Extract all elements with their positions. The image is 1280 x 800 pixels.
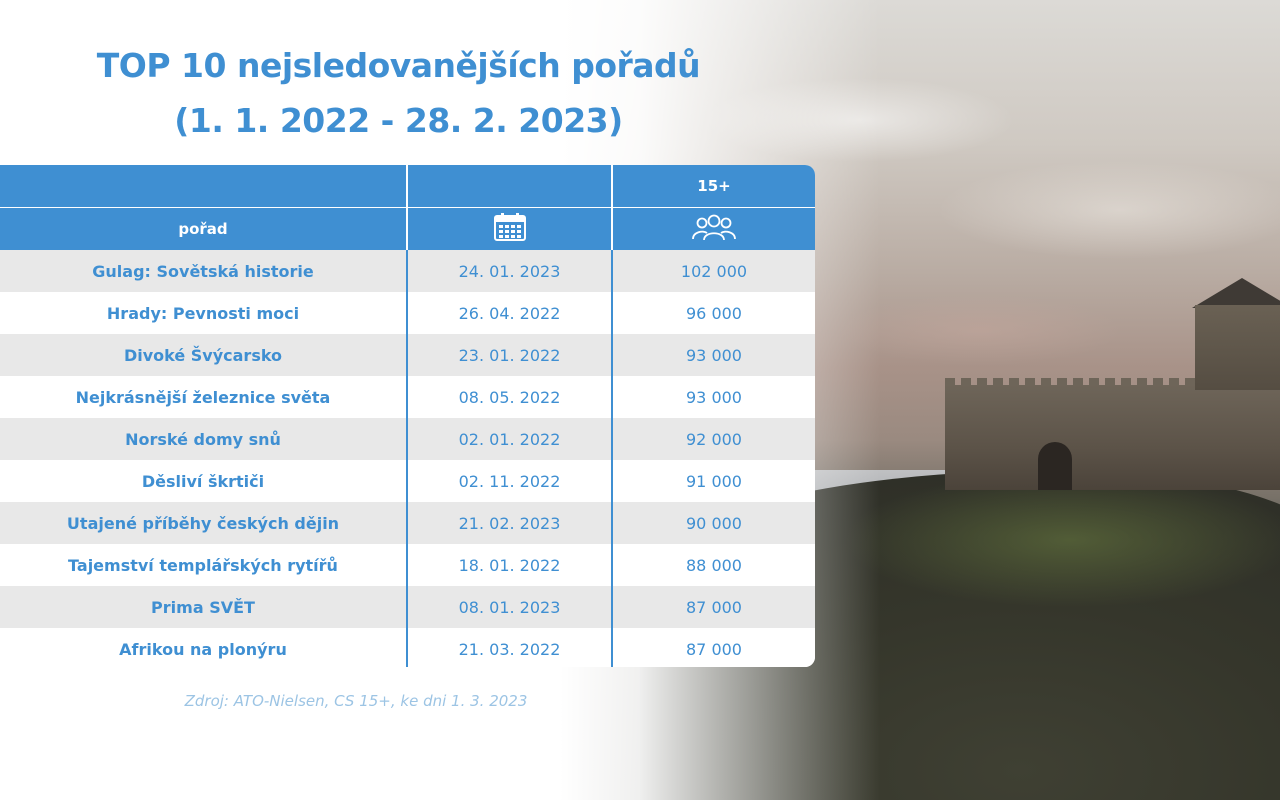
broadcast-date: 18. 01. 2022 xyxy=(408,544,613,586)
broadcast-date: 21. 03. 2022 xyxy=(408,628,613,667)
source-note: Zdroj: ATO-Nielsen, CS 15+, ke dni 1. 3.… xyxy=(184,692,528,710)
program-name: Tajemství templářských rytířů xyxy=(0,544,408,586)
broadcast-date: 02. 11. 2022 xyxy=(408,460,613,502)
table-row: Děsliví škrtiči 02. 11. 2022 91 000 xyxy=(0,460,815,502)
header-separator xyxy=(0,207,815,208)
viewers-value: 92 000 xyxy=(686,429,742,449)
program-name: Prima SVĚT xyxy=(0,586,408,628)
viewers-value: 93 000 xyxy=(686,387,742,407)
castle-tower xyxy=(1195,305,1280,390)
broadcast-date: 26. 04. 2022 xyxy=(408,292,613,334)
viewers-value: 90 000 xyxy=(686,513,742,533)
table-row: Utajené příběhy českých dějin 21. 02. 202… xyxy=(0,502,815,544)
table-row: Tajemství templářských rytířů 18. 01. 202… xyxy=(0,544,815,586)
program-name: Hrady: Pevnosti moci xyxy=(0,292,408,334)
program-name: Utajené příběhy českých dějin xyxy=(0,502,408,544)
program-name: Gulag: Sovětská historie xyxy=(0,250,408,292)
table-header-top: 15+ xyxy=(0,165,815,207)
table-row: Divoké Švýcarsko 23. 01. 2022 93 000 xyxy=(0,334,815,376)
people-icon xyxy=(689,212,739,246)
castle-battlement xyxy=(945,378,1280,388)
viewers-value: 91 000 xyxy=(686,471,742,491)
broadcast-date: 23. 01. 2022 xyxy=(408,334,613,376)
page-title: TOP 10 nejsledovanějších pořadů (1. 1. 2… xyxy=(0,38,797,148)
ratings-table: 15+ pořad xyxy=(0,165,815,667)
title-line-2: (1. 1. 2022 - 28. 2. 2023) xyxy=(174,101,623,140)
table-row: Prima SVĚT 08. 01. 2023 87 000 xyxy=(0,586,815,628)
viewers-value: 87 000 xyxy=(686,639,742,659)
table-header-bottom: pořad xyxy=(0,208,815,250)
header-audience-label: 15+ xyxy=(697,177,731,195)
table-body: Gulag: Sovětská historie 24. 01. 2023 102 … xyxy=(0,250,815,667)
castle-gate xyxy=(1038,442,1072,490)
calendar-icon xyxy=(493,212,527,246)
header-date xyxy=(408,208,613,250)
program-name: Afrikou na plonýru xyxy=(0,628,408,667)
header-top-col1 xyxy=(0,165,408,207)
program-name: Nejkrásnější železnice světa xyxy=(0,376,408,418)
castle-tower-roof xyxy=(1192,278,1280,308)
hill-grass xyxy=(810,480,1280,640)
program-name: Norské domy snů xyxy=(0,418,408,460)
table-row: Norské domy snů 02. 01. 2022 92 000 xyxy=(0,418,815,460)
broadcast-date: 08. 01. 2023 xyxy=(408,586,613,628)
viewers-value: 87 000 xyxy=(686,597,742,617)
title-line-1: TOP 10 nejsledovanějších pořadů xyxy=(96,46,701,85)
table-row: Hrady: Pevnosti moci 26. 04. 2022 96 000 xyxy=(0,292,815,334)
viewers-value: 93 000 xyxy=(686,345,742,365)
table-row: Nejkrásnější železnice světa 08. 05. 2022… xyxy=(0,376,815,418)
broadcast-date: 21. 02. 2023 xyxy=(408,502,613,544)
castle-wall xyxy=(945,385,1280,490)
castle-background-photo xyxy=(560,0,1280,800)
program-name: Divoké Švýcarsko xyxy=(0,334,408,376)
program-name: Děsliví škrtiči xyxy=(0,460,408,502)
viewers-value: 96 000 xyxy=(686,303,742,323)
header-program-label: pořad xyxy=(0,208,408,250)
viewers-value: 102 000 xyxy=(680,261,748,281)
viewers-value: 88 000 xyxy=(686,555,742,575)
table-row: Gulag: Sovětská historie 24. 01. 2023 102 … xyxy=(0,250,815,292)
broadcast-date: 02. 01. 2022 xyxy=(408,418,613,460)
header-top-col2 xyxy=(408,165,613,207)
broadcast-date: 08. 05. 2022 xyxy=(408,376,613,418)
table-row: Afrikou na plonýru 21. 03. 2022 87 000 xyxy=(0,628,815,667)
header-audience xyxy=(613,208,815,250)
broadcast-date: 24. 01. 2023 xyxy=(408,250,613,292)
